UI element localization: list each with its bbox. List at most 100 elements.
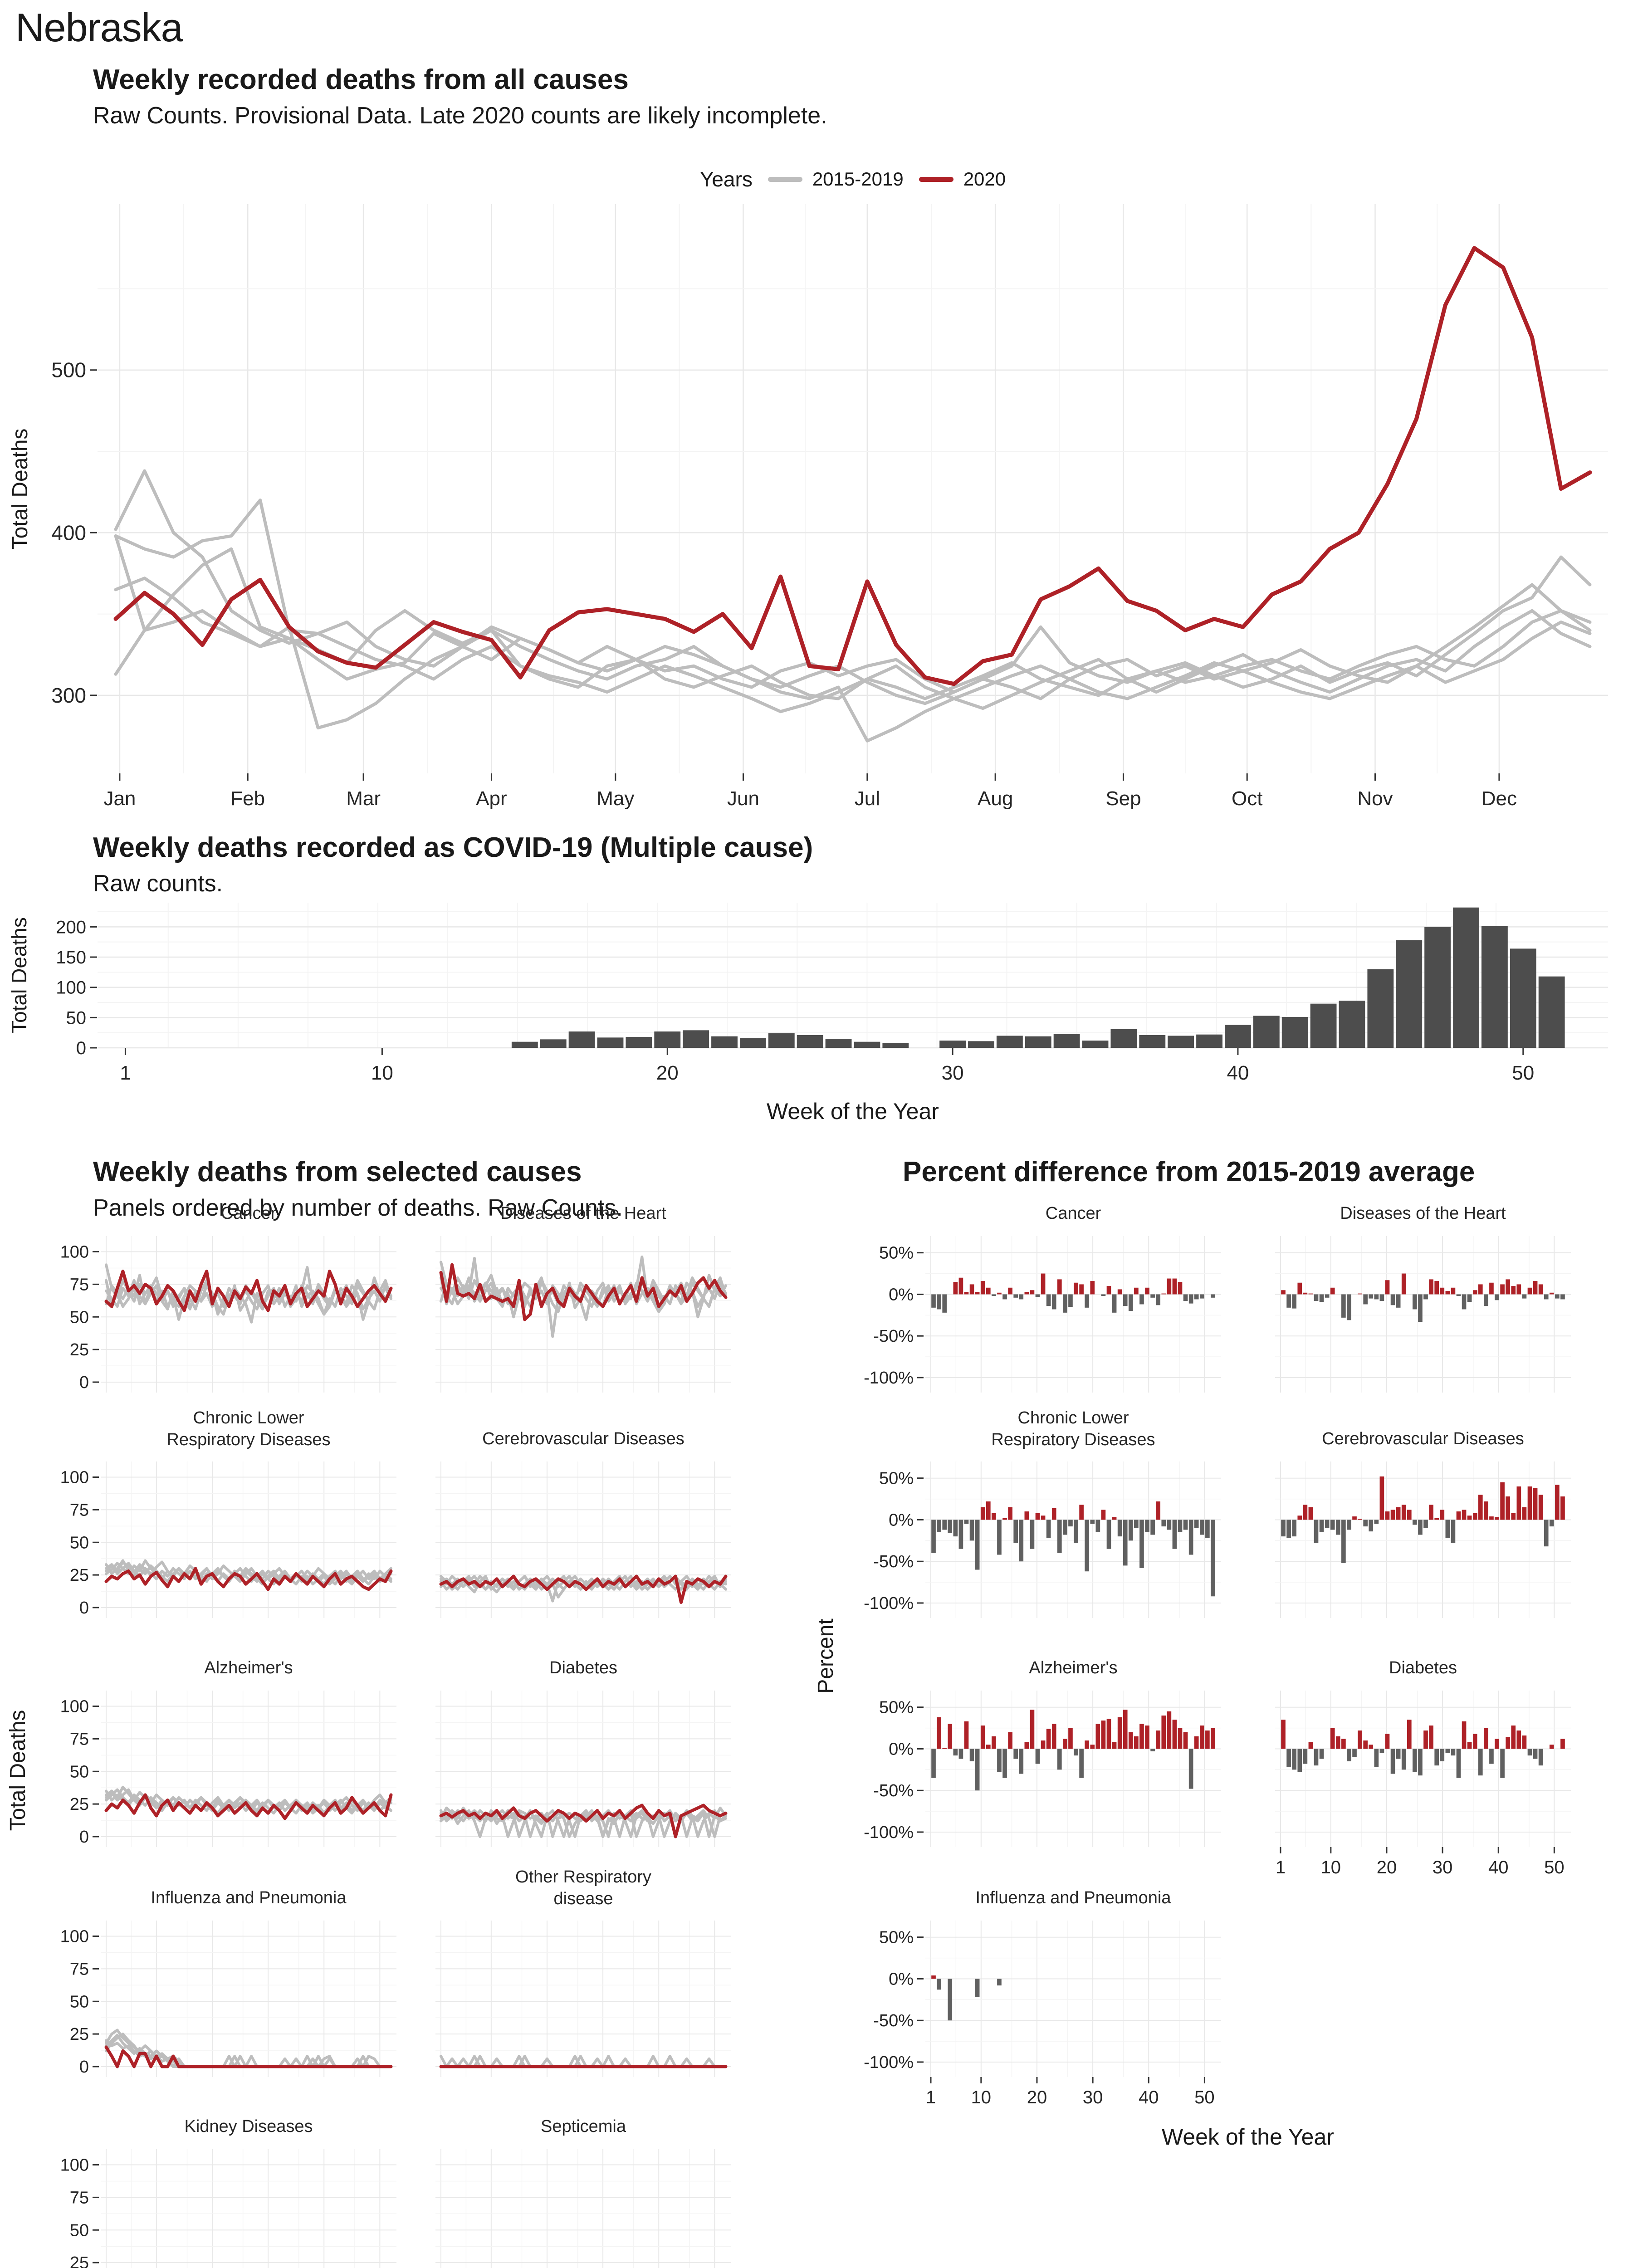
svg-text:0: 0 [76, 1038, 86, 1058]
svg-text:0%: 0% [889, 1285, 914, 1304]
panel-cancer: Cancer 0 25 50 75 100 [60, 1204, 396, 1393]
svg-text:disease: disease [554, 1889, 613, 1908]
svg-text:Diabetes: Diabetes [1389, 1658, 1457, 1677]
svg-text:50: 50 [66, 1008, 87, 1028]
svg-text:25: 25 [70, 2025, 89, 2044]
svg-text:Other Respiratory: Other Respiratory [515, 1867, 651, 1887]
svg-text:50: 50 [70, 2221, 89, 2240]
svg-text:200: 200 [56, 917, 86, 937]
svg-text:Kidney Diseases: Kidney Diseases [184, 2117, 313, 2136]
svg-text:40: 40 [1139, 2087, 1159, 2107]
svg-text:25: 25 [70, 1340, 89, 1359]
years-legend: Years 2015-2019 2020 [95, 167, 1610, 191]
svg-text:Oct: Oct [1232, 787, 1262, 810]
svg-text:100: 100 [60, 1468, 89, 1487]
svg-text:Aug: Aug [978, 787, 1013, 810]
percent-diff-svg: Cancer 50% 0% -50% -100% Diseases of the Hear… [816, 1204, 1571, 2150]
svg-text:50: 50 [70, 1992, 89, 2011]
legend-item-2015-2019: 2015-2019 [768, 168, 904, 190]
svg-text:50: 50 [70, 1533, 89, 1552]
svg-text:50: 50 [1544, 1857, 1565, 1877]
selected-causes-subtitle: Panels ordered by number of deaths. Raw … [93, 1195, 623, 1221]
svg-text:-50%: -50% [873, 1552, 914, 1571]
svg-text:Feb: Feb [230, 787, 265, 810]
panel-diseases-of-the-heart: Diseases of the Heart [435, 1204, 731, 1393]
svg-text:400: 400 [51, 521, 86, 544]
svg-text:40: 40 [1227, 1062, 1249, 1084]
svg-text:Chronic Lower: Chronic Lower [1018, 1408, 1129, 1427]
svg-text:0: 0 [79, 1598, 89, 1618]
svg-text:1: 1 [1276, 1857, 1286, 1877]
svg-text:Diseases of the Heart: Diseases of the Heart [1340, 1204, 1506, 1223]
svg-text:0: 0 [79, 1373, 89, 1392]
panel-cerebrovascular-diseases: Cerebrovascular Diseases [435, 1429, 731, 1618]
svg-text:75: 75 [70, 1275, 89, 1294]
svg-text:25: 25 [70, 1566, 89, 1585]
percent-diff-title: Percent difference from 2015-2019 averag… [903, 1156, 1475, 1188]
svg-text:30: 30 [942, 1062, 964, 1084]
pct-panel-alzheimer-s: Alzheimer's 50% 0% -50% -100% [864, 1658, 1221, 1847]
svg-text:25: 25 [70, 2253, 89, 2268]
svg-text:75: 75 [70, 1730, 89, 1749]
selected-causes-svg: Cancer 0 25 50 75 100 Diseases of the Heart Chr… [6, 1204, 731, 2268]
svg-text:Alzheimer's: Alzheimer's [1029, 1658, 1117, 1677]
pct-panel-chronic-lower-respiratory-diseases: Chronic Lower Respiratory Diseases 50% 0% -5… [864, 1408, 1221, 1618]
svg-text:50%: 50% [879, 1698, 914, 1717]
svg-text:Chronic Lower: Chronic Lower [193, 1408, 304, 1427]
panel-chronic-lower-respiratory-diseases: Chronic Lower Respiratory Diseases 0 25 50 75… [60, 1408, 396, 1618]
svg-text:100: 100 [60, 1697, 89, 1716]
covid-title: Weekly deaths recorded as COVID-19 (Mult… [93, 832, 813, 863]
svg-text:10: 10 [1321, 1857, 1341, 1877]
svg-text:50%: 50% [879, 1928, 914, 1947]
svg-text:25: 25 [70, 1795, 89, 1814]
svg-text:Diabetes: Diabetes [549, 1658, 617, 1677]
svg-text:Apr: Apr [476, 787, 507, 810]
svg-text:Mar: Mar [346, 787, 381, 810]
svg-text:Cancer: Cancer [1046, 1204, 1101, 1223]
svg-text:20: 20 [1027, 2087, 1047, 2107]
svg-text:Week of the Year: Week of the Year [1162, 2124, 1334, 2150]
svg-text:Nov: Nov [1357, 787, 1393, 810]
selected-causes-panels: Cancer 0 25 50 75 100 Diseases of the Heart Chr… [0, 1188, 816, 2268]
covid-bar-chart: 0 50 100 150 200 1 10 20 30 40 50 Week of the Year T… [0, 896, 1633, 1152]
pct-panel-influenza-and-pneumonia: Influenza and Pneumonia 50% 0% -50% -100% 1 10… [864, 1888, 1221, 2107]
pct-panel-cancer: Cancer 50% 0% -50% -100% [864, 1204, 1221, 1393]
svg-text:20: 20 [656, 1062, 679, 1084]
svg-text:Sep: Sep [1105, 787, 1141, 810]
svg-text:0%: 0% [889, 1740, 914, 1759]
svg-text:40: 40 [1488, 1857, 1509, 1877]
svg-text:0%: 0% [889, 1970, 914, 1989]
svg-text:Alzheimer's: Alzheimer's [204, 1658, 293, 1677]
selected-causes-title: Weekly deaths from selected causes [93, 1156, 582, 1188]
svg-text:30: 30 [1083, 2087, 1103, 2107]
svg-text:Cerebrovascular Diseases: Cerebrovascular Diseases [482, 1429, 684, 1448]
svg-text:Dec: Dec [1481, 787, 1517, 810]
svg-text:-50%: -50% [873, 1781, 914, 1800]
pct-panel-diseases-of-the-heart: Diseases of the Heart [1275, 1204, 1571, 1393]
svg-text:50%: 50% [879, 1469, 914, 1488]
svg-text:20: 20 [1377, 1857, 1397, 1877]
svg-text:500: 500 [51, 358, 86, 382]
svg-text:Week of the Year: Week of the Year [767, 1099, 939, 1124]
svg-text:Percent: Percent [816, 1618, 838, 1693]
svg-text:1: 1 [926, 2087, 936, 2107]
legend-label-2015-2019: 2015-2019 [812, 168, 904, 190]
svg-text:100: 100 [60, 1243, 89, 1262]
svg-text:Cerebrovascular Diseases: Cerebrovascular Diseases [1322, 1429, 1524, 1448]
svg-text:Jan: Jan [103, 787, 136, 810]
panel-alzheimer-s: Alzheimer's 0 25 50 75 100 [60, 1658, 396, 1847]
svg-text:75: 75 [70, 1960, 89, 1979]
svg-text:-100%: -100% [864, 1823, 914, 1842]
svg-text:50: 50 [1512, 1062, 1534, 1084]
svg-text:100: 100 [60, 1927, 89, 1946]
svg-text:Cancer: Cancer [221, 1204, 277, 1223]
svg-text:-100%: -100% [864, 1369, 914, 1388]
svg-text:30: 30 [1433, 1857, 1453, 1877]
svg-text:Influenza and Pneumonia: Influenza and Pneumonia [151, 1888, 347, 1907]
panel-septicemia: Septicemia11020304050 [435, 2117, 731, 2268]
all-causes-subtitle: Raw Counts. Provisional Data. Late 2020 … [93, 103, 827, 129]
svg-text:0: 0 [79, 1828, 89, 1847]
svg-text:-50%: -50% [873, 2011, 914, 2030]
svg-text:Respiratory Diseases: Respiratory Diseases [166, 1430, 330, 1449]
